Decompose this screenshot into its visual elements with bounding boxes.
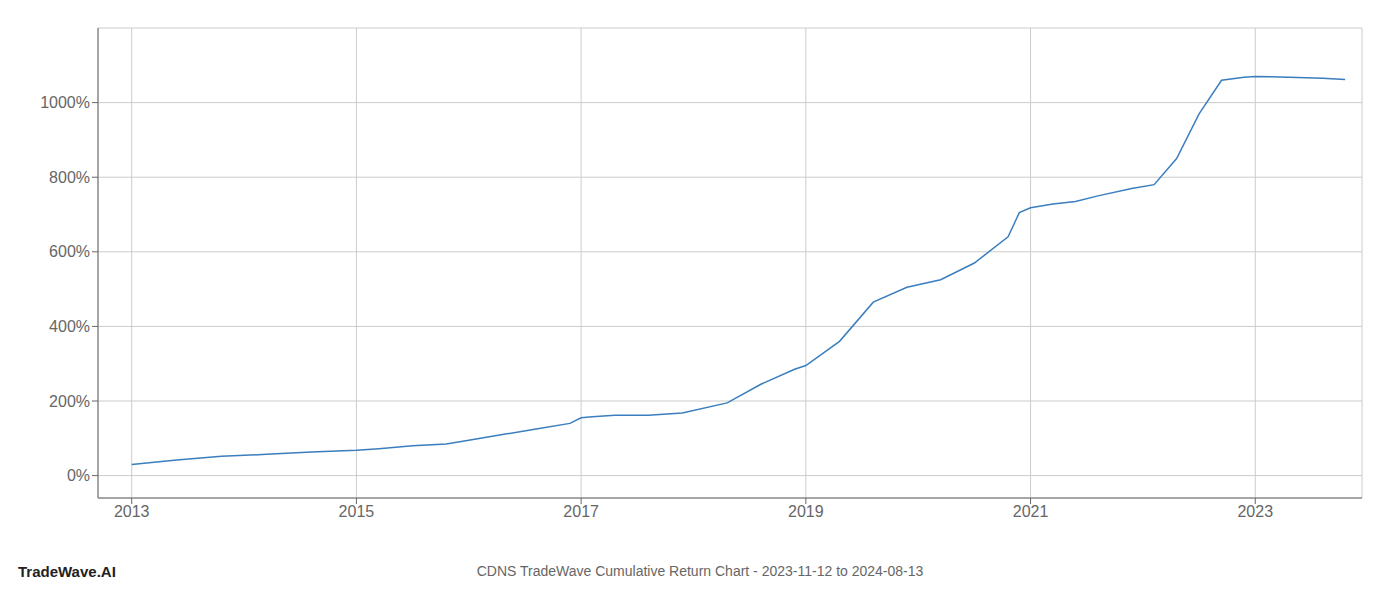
html-text:CDNS TradeWave Cumulative Retu: CDNS TradeWave Cumulative Return Chart -… — [476, 563, 924, 579]
svg-text:2013: 2013 — [114, 503, 150, 520]
svg-text:2015: 2015 — [339, 503, 375, 520]
svg-text:400%: 400% — [49, 318, 90, 335]
svg-text:2019: 2019 — [788, 503, 824, 520]
svg-text:0%: 0% — [67, 467, 90, 484]
svg-text:200%: 200% — [49, 393, 90, 410]
svg-text:1000%: 1000% — [40, 94, 90, 111]
svg-text:2017: 2017 — [563, 503, 599, 520]
svg-text:2023: 2023 — [1237, 503, 1273, 520]
svg-text:600%: 600% — [49, 243, 90, 260]
svg-text:2021: 2021 — [1013, 503, 1049, 520]
svg-text:800%: 800% — [49, 169, 90, 186]
html-text:TradeWave.AI: TradeWave.AI — [18, 562, 116, 580]
